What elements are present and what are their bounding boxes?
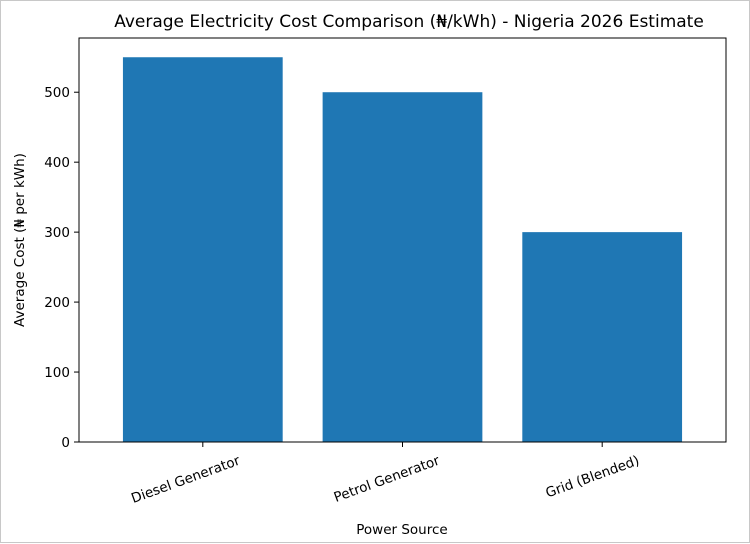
y-tick-label: 400 [44,155,70,171]
bar-0 [122,57,283,443]
y-tick-label: 100 [44,365,70,381]
y-axis-label: Average Cost (₦ per kWh) [12,153,28,327]
y-tick-label: 500 [44,85,70,101]
x-axis-label: Power Source [356,522,447,538]
y-tick-label: 200 [44,295,70,311]
plot-area-border [78,37,727,443]
chart-title: Average Electricity Cost Comparison (₦/k… [114,12,704,32]
x-axis-ticks: Diesel Generator Petrol Generator Grid (Bl… [129,442,642,507]
y-axis-ticks: 0 100 200 300 400 500 [44,85,79,451]
x-tick-label: Grid (Blended) [544,453,642,502]
bar-2 [522,232,683,442]
y-tick-label: 0 [61,435,70,451]
y-tick-label: 300 [44,225,70,241]
x-tick-label: Petrol Generator [332,453,443,506]
x-tick-label: Diesel Generator [129,453,242,507]
bar-1 [322,92,483,442]
bars-group [122,57,683,443]
